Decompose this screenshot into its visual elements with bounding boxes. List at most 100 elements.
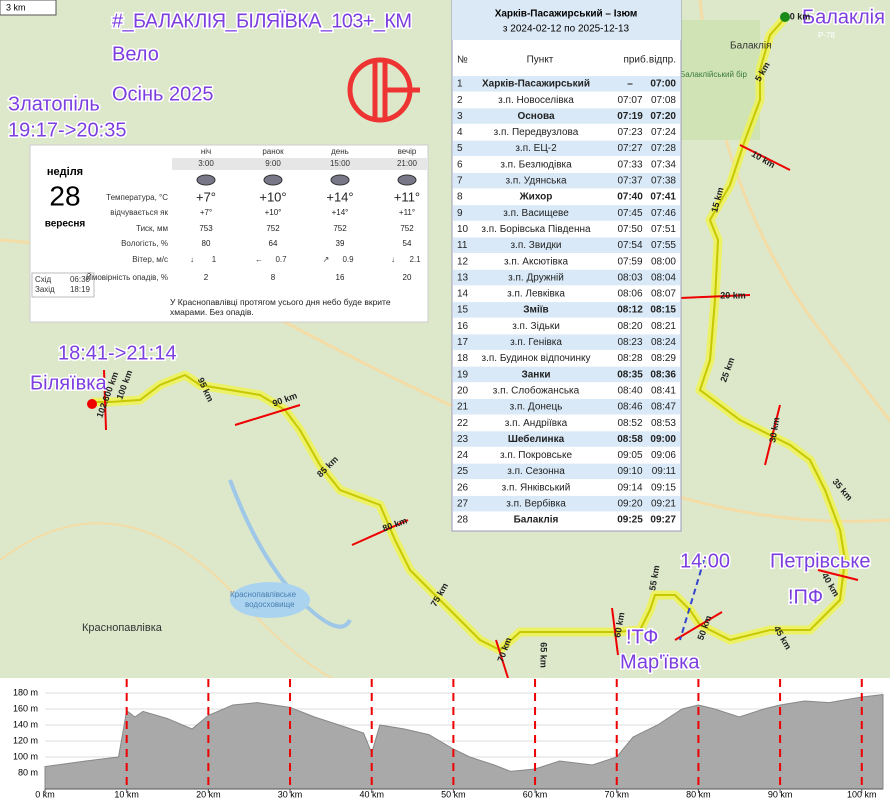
row-number: 1 — [457, 79, 463, 90]
stop-name: з.п. Андріївка — [505, 418, 568, 429]
timetable-row — [453, 172, 680, 189]
row-number: 21 — [457, 402, 469, 413]
x-tick-label: 10 km — [114, 789, 139, 799]
km-label: 30 km — [767, 416, 781, 443]
arrival: 07:33 — [617, 159, 642, 170]
row-number: 16 — [457, 321, 469, 332]
row-number: 4 — [457, 127, 463, 138]
stop-name: Зміїв — [523, 305, 548, 316]
stop-name: Шебелинка — [508, 433, 565, 445]
stop-name: з.п. Васищеве — [503, 208, 569, 219]
weather-pressure: 752 — [266, 224, 280, 233]
weather-row-label: Тиск, мм — [136, 224, 168, 233]
weather-pressure: 753 — [199, 224, 213, 233]
sunrise: 06:30 — [70, 275, 91, 284]
x-tick-label: 30 km — [278, 789, 303, 799]
arrival: 09:14 — [617, 482, 642, 493]
elevation-area — [44, 694, 884, 790]
wind-speed: 1 — [212, 255, 217, 264]
row-number: 11 — [457, 240, 468, 251]
row-number: 25 — [457, 466, 469, 477]
period-time: 15:00 — [330, 159, 351, 168]
timetable-row — [453, 479, 680, 496]
row-number: 3 — [457, 111, 463, 122]
arrival: 07:23 — [617, 127, 642, 138]
departure: 08:04 — [651, 272, 676, 283]
x-tick-label: 70 km — [604, 789, 629, 799]
sunset-label: Захід — [35, 285, 55, 294]
departure: 07:08 — [651, 95, 676, 106]
timetable-row — [453, 221, 680, 237]
arrival: 08:28 — [617, 353, 642, 364]
weather-day: неділя — [47, 166, 83, 178]
km-label: 65 km — [539, 642, 549, 668]
weather-precip: 2 — [204, 273, 209, 282]
row-number: 12 — [457, 256, 469, 267]
departure: 08:07 — [651, 289, 676, 300]
stop-name: з.п. Будинок відпочинку — [482, 353, 591, 364]
row-number: 7 — [457, 176, 463, 187]
place-label: Петрівське — [770, 550, 870, 572]
timetable-row — [453, 156, 680, 173]
row-number: 22 — [457, 418, 469, 429]
departure: 07:41 — [650, 192, 676, 203]
row-number: 6 — [457, 159, 463, 170]
weather-precip: 8 — [271, 273, 276, 282]
arrival: 07:37 — [617, 176, 642, 187]
x-tick-label: 90 km — [768, 789, 793, 799]
departure: 07:51 — [651, 224, 676, 235]
stop-name: з.п. Зідьки — [512, 321, 560, 332]
row-number: 5 — [457, 143, 463, 154]
stop-name: з.п. Борівська Південна — [481, 224, 591, 235]
timetable-row — [453, 92, 680, 108]
weather-icon — [196, 174, 216, 186]
stop-name: з.п. ЕЦ-2 — [515, 143, 557, 154]
time-label: 14:00 — [680, 550, 730, 572]
time-label: 18:41->21:14 — [58, 342, 176, 364]
arrival: 07:59 — [617, 256, 642, 267]
stop-name: з.п. Передвузлова — [494, 127, 579, 138]
scale-label: 3 km — [6, 2, 26, 12]
timetable-row — [453, 76, 680, 92]
timetable-row — [453, 124, 680, 140]
wind-dir: ↗ — [323, 255, 330, 264]
row-number: 23 — [457, 434, 469, 445]
weather-precip: 16 — [336, 273, 345, 282]
x-tick-label: 40 km — [359, 789, 384, 799]
weather-temp: +10° — [259, 189, 286, 204]
arrival: 09:25 — [617, 515, 643, 526]
departure: 07:24 — [651, 127, 676, 138]
arrival: 09:05 — [617, 450, 642, 461]
weather-widget — [29, 144, 429, 323]
weather-humidity: 39 — [336, 239, 345, 248]
weather-temp: +11° — [394, 189, 420, 204]
arrival: 08:46 — [617, 402, 642, 413]
period-time: 9:00 — [265, 159, 281, 168]
place-label: Краснопавлівка — [82, 622, 163, 634]
y-tick-label: 80 m — [18, 767, 38, 777]
timetable-row — [453, 108, 680, 124]
arrival: 07:45 — [617, 208, 642, 219]
y-tick-label: 160 m — [13, 703, 38, 713]
wind-speed: 0.9 — [342, 255, 354, 264]
place-label: Мар'ївка — [620, 651, 700, 673]
departure: 09:21 — [651, 499, 676, 510]
road-label: Р-78 — [818, 31, 835, 40]
weather-temp: +14° — [326, 189, 353, 204]
timetable-row — [453, 205, 680, 221]
arrival: 09:10 — [617, 466, 642, 477]
timetable-row — [453, 140, 680, 157]
timetable-row — [453, 302, 680, 318]
arrival: 08:06 — [617, 289, 642, 300]
weather-humidity: 64 — [269, 239, 278, 248]
x-tick-label: 0 km — [35, 789, 55, 799]
weather-feels: +7° — [200, 208, 212, 217]
weather-precip: 20 — [403, 273, 412, 282]
weather-humidity: 54 — [403, 239, 412, 248]
weather-feels: +14° — [332, 208, 349, 217]
departure: 07:46 — [651, 208, 676, 219]
stop-name: з.п. Генівка — [510, 337, 562, 348]
row-number: 10 — [457, 224, 469, 235]
y-tick-label: 100 m — [13, 751, 38, 761]
departure: 07:55 — [651, 240, 676, 251]
